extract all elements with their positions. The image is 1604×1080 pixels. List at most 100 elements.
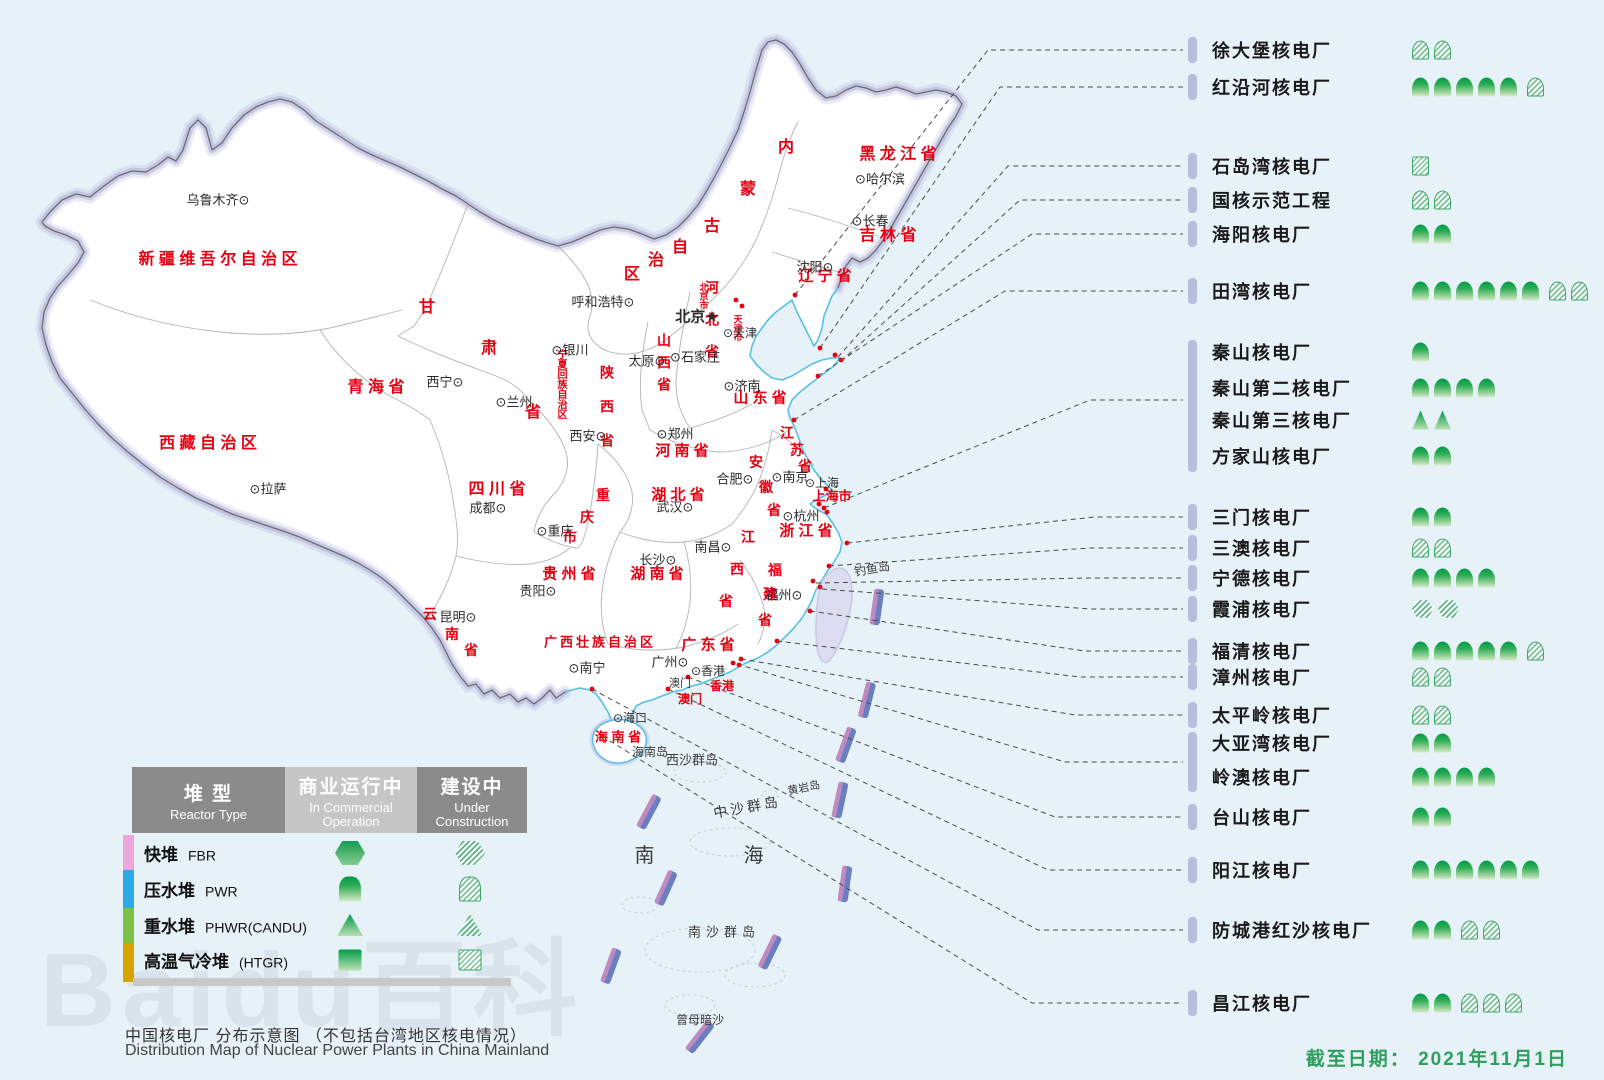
plant-name: 秦山核电厂	[1212, 343, 1312, 363]
reactor-icon-dome	[1478, 281, 1495, 301]
reactor-icon-domeH	[1434, 667, 1451, 687]
sea-label: 南沙群岛	[687, 924, 761, 940]
reactor-icon-domeH	[1483, 993, 1500, 1013]
province-label: 庆	[580, 509, 594, 525]
leader-line	[794, 49, 1183, 296]
reactor-icon-dome	[1434, 860, 1451, 880]
province-label: 古	[703, 218, 721, 235]
leader-line	[667, 688, 1183, 871]
reactor-unit-icons	[1412, 410, 1461, 430]
city-label: ⊙石家庄	[670, 349, 720, 365]
province-label: 宁夏回族自治区	[555, 349, 566, 419]
legend-uc-en: Under Construction	[435, 799, 509, 829]
plant-name: 徐大堡核电厂	[1212, 41, 1332, 61]
reactor-icon-dome	[1434, 641, 1451, 661]
island-cluster	[644, 927, 756, 973]
reactor-icon-domeH	[1434, 40, 1451, 60]
leader-line	[736, 663, 1183, 763]
plant-name: 方家山核电厂	[1212, 447, 1332, 467]
reactor-icon-domeH	[1527, 641, 1544, 661]
plant-dot	[807, 608, 813, 614]
province-label: 山 东 省	[733, 389, 787, 407]
plant-name: 福清核电厂	[1212, 642, 1312, 662]
city-label: ⊙哈尔滨	[855, 171, 905, 187]
plant-dot	[844, 540, 850, 546]
plant-name: 田湾核电厂	[1212, 282, 1312, 302]
reactor-icon-dome	[1434, 920, 1451, 940]
reactor-icon-domeH	[1412, 40, 1429, 60]
province-label: 省	[758, 612, 772, 628]
leader-line	[776, 640, 1183, 678]
plant-name: 红沿河核电厂	[1212, 78, 1332, 98]
nine-dash-segment	[837, 865, 853, 903]
legend-header-operation: 商业运行中 In Commercial Operation	[285, 767, 417, 833]
reactor-icon-domeH	[1461, 993, 1478, 1013]
plant-name: 防城港红沙核电厂	[1212, 921, 1372, 941]
plant-bar	[1188, 37, 1197, 63]
reactor-icon-dome	[1456, 767, 1473, 787]
plant-bar	[1188, 596, 1197, 622]
plant-dot	[826, 563, 832, 569]
plant-name: 海阳核电厂	[1212, 225, 1312, 245]
legend-chip-phwr	[123, 908, 134, 943]
reactor-icon-domeH	[1434, 538, 1451, 558]
reactor-icon-dome	[1456, 641, 1473, 661]
city-label: 西安⊙	[569, 428, 607, 444]
province-label: 省	[767, 502, 781, 518]
province-label: 陕西省	[599, 365, 615, 467]
legend-label-phwr: 重水堆 PHWR(CANDU)	[144, 917, 307, 937]
island-cluster	[673, 761, 727, 783]
china-landmass	[42, 40, 962, 740]
plant-bar	[1188, 221, 1197, 247]
province-label: 云	[423, 606, 437, 622]
sea-label: 南 海	[634, 845, 790, 867]
reactor-icon-dome	[1412, 920, 1429, 940]
city-label: 乌鲁木齐⊙	[186, 192, 250, 208]
nine-dash-segment	[831, 781, 849, 819]
leader-line	[591, 688, 1183, 931]
province-label: 省	[798, 458, 812, 474]
reactor-icon-tri	[1412, 410, 1429, 430]
city-label: 西宁⊙	[426, 374, 464, 390]
leader-line	[809, 610, 1183, 652]
reactor-icon-dome	[1456, 281, 1473, 301]
plant-dot	[824, 509, 830, 515]
city-label: 沈阳⊙	[796, 259, 834, 275]
reactor-icon-dome	[1434, 767, 1451, 787]
plant-bar	[1188, 565, 1197, 591]
city-label: ⊙银川	[551, 342, 589, 358]
sea-label: 曾母暗沙	[675, 1013, 725, 1027]
legend-uc-zh: 建设中	[440, 776, 504, 798]
reactor-icon-dome	[1434, 224, 1451, 244]
reactor-icon-dome	[1478, 641, 1495, 661]
nine-dash-segment	[869, 588, 885, 626]
fbr-operation-icon	[335, 841, 365, 865]
plant-bar	[1188, 804, 1197, 830]
city-label: ⊙拉萨	[249, 481, 287, 497]
leader-line	[793, 290, 1183, 421]
reactor-unit-icons	[1412, 767, 1505, 787]
reactor-icon-dome	[1434, 733, 1451, 753]
province-label: 青 海 省	[347, 379, 405, 396]
plant-dot	[832, 352, 838, 358]
reactor-icon-dome	[1412, 767, 1429, 787]
legend-label-htgr: 高温气冷堆 (HTGR)	[144, 952, 288, 972]
plant-bar	[1188, 990, 1197, 1016]
plant-dot	[817, 345, 823, 351]
province-label: 苏	[790, 442, 804, 458]
plant-name: 三澳核电厂	[1212, 539, 1312, 559]
legend-type-en: Reactor Type	[169, 806, 248, 822]
city-label: ⊙杭州	[782, 508, 820, 524]
reactor-icon-domeH	[1434, 190, 1451, 210]
reactor-icon-hexH	[1412, 600, 1433, 618]
plant-dot	[736, 662, 742, 668]
plant-name: 石岛湾核电厂	[1212, 157, 1332, 177]
city-label: 合肥⊙	[716, 471, 754, 487]
plant-dot	[791, 417, 797, 423]
legend-header-type: 堆 型 Reactor Type	[132, 767, 285, 833]
nine-dash-segment	[685, 1020, 714, 1054]
province-label: 上海市	[812, 488, 852, 504]
map-title-en: Distribution Map of Nuclear Power Plants…	[125, 1042, 550, 1059]
island-clusters	[621, 761, 786, 1016]
reactor-icon-domeH	[1527, 77, 1544, 97]
